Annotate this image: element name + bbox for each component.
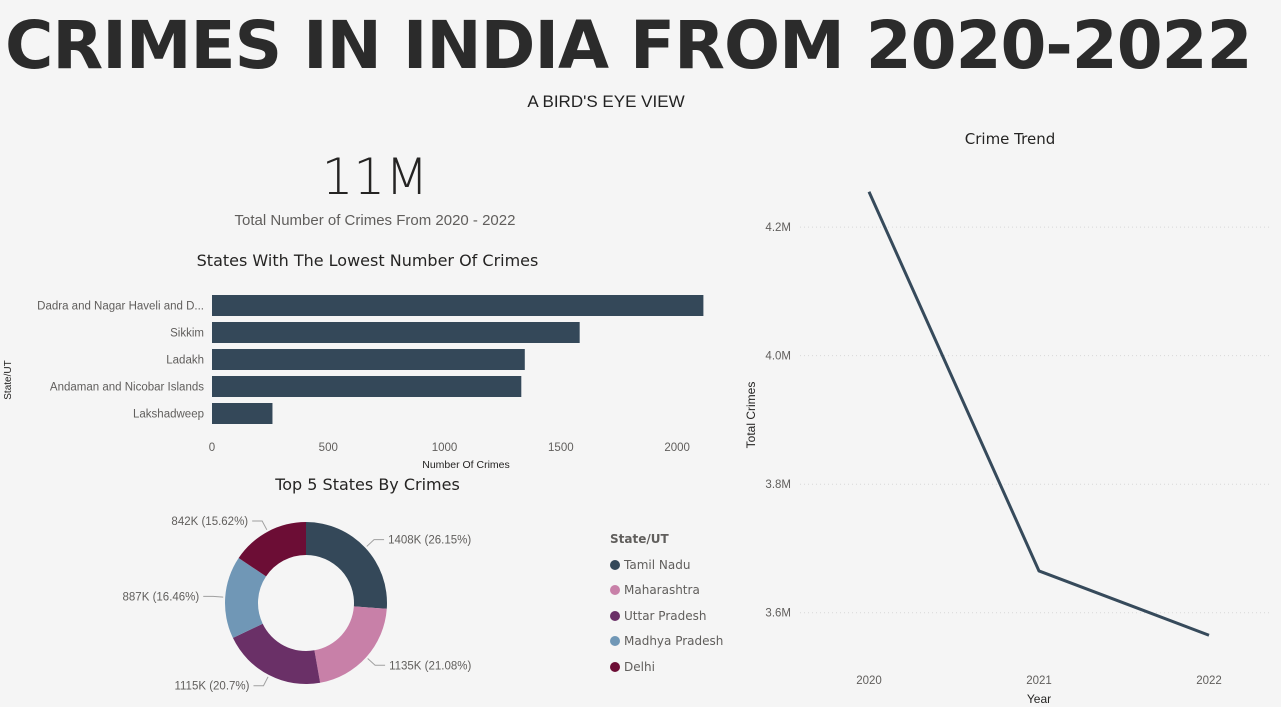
legend-marker <box>610 559 620 570</box>
slice-data-label: 1135K (21.08%) <box>389 660 471 672</box>
data-label-leader <box>252 520 268 531</box>
x-tick-label: 2000 <box>664 442 690 454</box>
bar-category-label: Ladakh <box>166 355 204 367</box>
legend-marker <box>610 636 620 647</box>
slice-data-label: 887K (16.46%) <box>123 591 200 603</box>
data-label-leader <box>366 539 385 547</box>
legend-marker <box>610 610 620 621</box>
line-chart-title: Crime Trend <box>964 130 1056 148</box>
slice-data-label: 1115K (20.7%) <box>174 681 249 693</box>
donut-slice[interactable] <box>306 522 387 609</box>
legend-item[interactable]: Madhya Pradesh <box>610 629 723 655</box>
page-title: CRIMES IN INDIA FROM 2020-2022 <box>5 7 1253 84</box>
legend-label: Uttar Pradesh <box>624 608 707 623</box>
donut-chart[interactable]: 1408K (26.15%) 1135K (21.08%) 1115K (20.7%… <box>0 500 600 707</box>
y-axis-title: Total Crimes <box>744 382 758 449</box>
x-tick-label: 500 <box>319 442 338 454</box>
legend-item[interactable]: Delhi <box>610 654 723 680</box>
x-tick-label: 1500 <box>548 442 574 454</box>
donut-legend: State/UT Tamil Nadu Maharashtra Uttar Prad… <box>610 532 723 680</box>
bar-chart[interactable]: Dadra and Nagar Haveli and D... Sikkim Lad… <box>0 285 720 475</box>
slice-data-label: 1408K (26.15%) <box>388 535 471 547</box>
y-tick-label: 3.6M <box>765 608 791 620</box>
bar[interactable] <box>212 349 525 370</box>
line-chart[interactable]: 3.6M 3.8M 4.0M 4.2M 2020 2021 2022 Year Total Cr… <box>730 150 1281 707</box>
bar[interactable] <box>212 322 580 343</box>
legend-label: Tamil Nadu <box>624 557 691 572</box>
legend-label: Delhi <box>624 659 655 674</box>
donut-slice[interactable] <box>314 606 387 683</box>
kpi-card-label: Total Number of Crimes From 2020 - 2022 <box>234 212 516 229</box>
legend-item[interactable]: Maharashtra <box>610 578 723 604</box>
y-tick-label: 4.2M <box>765 222 791 234</box>
donut-chart-title: Top 5 States By Crimes <box>275 475 460 494</box>
x-tick-label: 2020 <box>856 675 882 687</box>
kpi-card-value: 11M <box>321 148 429 206</box>
legend-item[interactable]: Uttar Pradesh <box>610 603 723 629</box>
donut-slice[interactable] <box>232 623 321 684</box>
page-subtitle: A BIRD'S EYE VIEW <box>527 92 685 111</box>
x-axis-title: Year <box>1027 692 1051 706</box>
bar-category-label: Dadra and Nagar Haveli and D... <box>37 301 204 313</box>
x-tick-label: 2021 <box>1026 675 1052 687</box>
y-tick-label: 4.0M <box>765 351 791 363</box>
donut-slice[interactable] <box>224 558 267 638</box>
legend-label: Madhya Pradesh <box>624 634 724 649</box>
data-label-leader <box>203 595 224 598</box>
trend-line[interactable] <box>867 191 1210 637</box>
bar[interactable] <box>212 376 522 397</box>
bar-chart-title: States With The Lowest Number Of Crimes <box>196 251 539 270</box>
bar-category-label: Andaman and Nicobar Islands <box>50 382 204 394</box>
bar[interactable] <box>212 295 704 316</box>
y-tick-label: 3.8M <box>765 479 791 491</box>
legend-item[interactable]: Tamil Nadu <box>610 552 723 578</box>
donut-slice[interactable] <box>238 522 306 577</box>
x-axis-title: Number Of Crimes <box>422 459 510 471</box>
y-axis-title: State/UT <box>3 360 14 399</box>
data-label-leader <box>253 676 269 687</box>
legend-title: State/UT <box>610 532 669 546</box>
legend-marker <box>610 661 620 672</box>
bar[interactable] <box>212 403 273 424</box>
x-tick-label: 1000 <box>432 442 458 454</box>
legend-marker <box>610 585 620 596</box>
slice-data-label: 842K (15.62%) <box>171 516 248 528</box>
legend-label: Maharashtra <box>624 583 700 598</box>
x-tick-label: 2022 <box>1196 675 1222 687</box>
x-tick-label: 0 <box>209 442 215 454</box>
data-label-leader <box>367 658 386 666</box>
bar-category-label: Sikkim <box>170 328 204 340</box>
bar-category-label: Lakshadweep <box>133 409 204 421</box>
